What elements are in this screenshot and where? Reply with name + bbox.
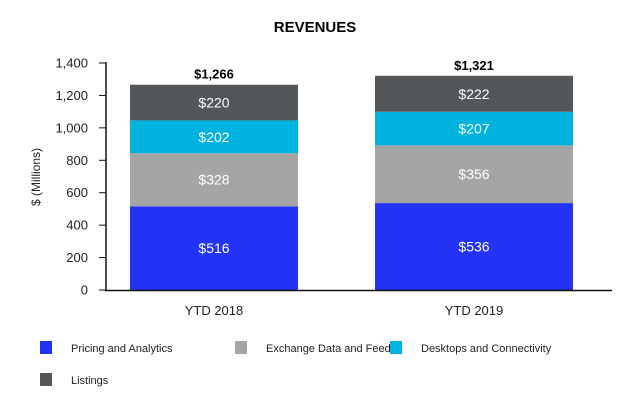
x-tick-label: YTD 2019 (445, 303, 504, 318)
legend-label: Exchange Data and Feeds (266, 343, 397, 355)
y-tick-label: 1,200 (55, 88, 88, 103)
bar-segment (375, 111, 573, 146)
legend-swatch (390, 341, 402, 354)
data-label: $328 (198, 172, 229, 188)
legend-swatch (235, 341, 247, 354)
data-label: $202 (198, 129, 229, 145)
chart-title: REVENUES (274, 19, 357, 36)
bar-segment (130, 153, 298, 207)
y-tick-label: 1,400 (55, 56, 88, 71)
y-tick-label: 400 (66, 218, 88, 233)
bar-segment (130, 84, 298, 121)
data-label: $536 (458, 239, 489, 255)
y-tick-label: 800 (66, 153, 88, 168)
legend-swatch (40, 341, 52, 354)
legend-label: Pricing and Analytics (71, 343, 173, 355)
y-axis-label: $ (Millions) (29, 148, 43, 206)
y-tick-label: 600 (66, 185, 88, 200)
bar-segment (130, 120, 298, 154)
bar-segment (130, 206, 298, 290)
y-tick-label: 1,000 (55, 120, 88, 135)
bar-segment (375, 75, 573, 112)
total-label: $1,321 (454, 58, 494, 73)
legend-swatch (40, 373, 52, 386)
legend-label: Desktops and Connectivity (421, 343, 552, 355)
y-tick-label: 0 (81, 283, 88, 298)
total-label: $1,266 (194, 67, 234, 82)
data-label: $222 (458, 86, 489, 102)
bar-segment (375, 145, 573, 204)
y-tick-label: 200 (66, 250, 88, 265)
data-label: $516 (198, 240, 229, 256)
data-label: $356 (458, 166, 489, 182)
legend-label: Listings (71, 375, 109, 387)
data-label: $207 (458, 121, 489, 137)
bar-segment (375, 203, 573, 290)
data-label: $220 (198, 95, 229, 111)
x-tick-label: YTD 2018 (185, 303, 244, 318)
